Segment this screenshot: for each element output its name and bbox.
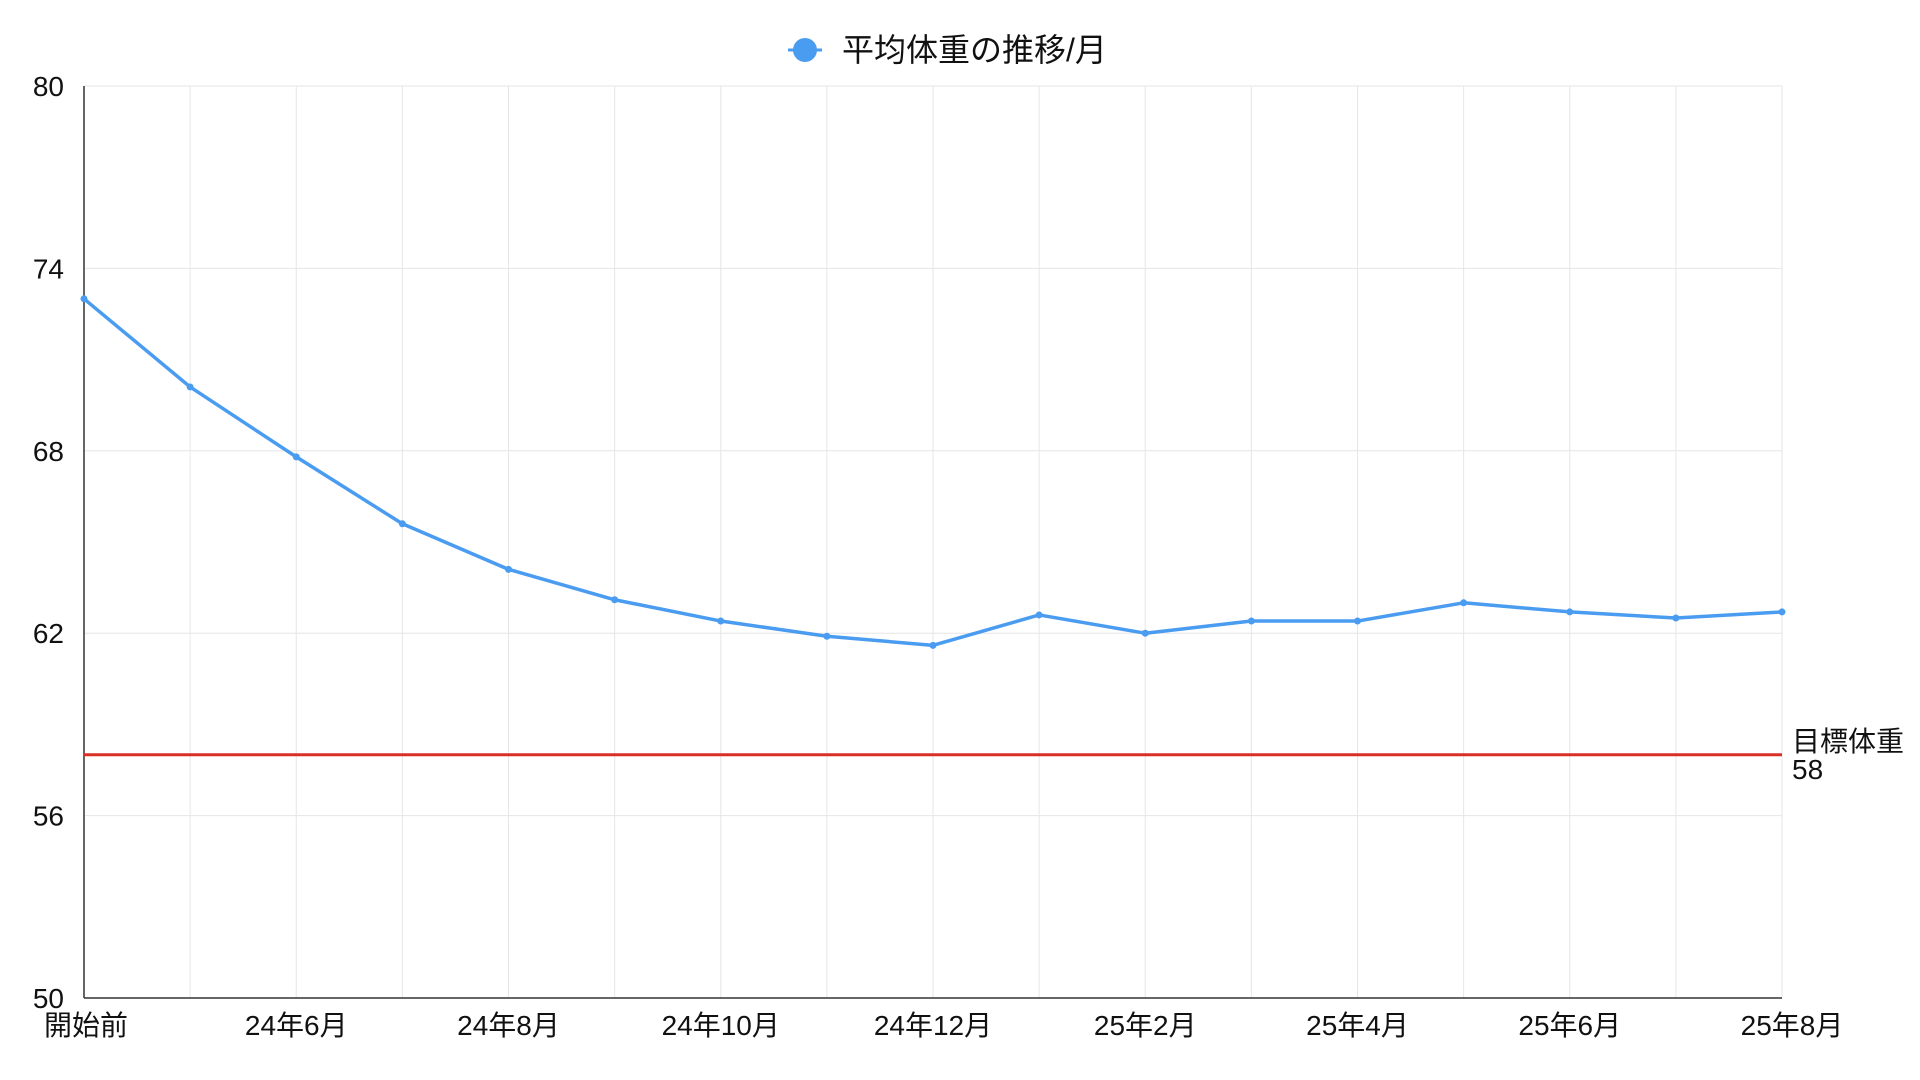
y-tick-label: 56 bbox=[33, 801, 64, 832]
x-axis-ticks: 開始前 24年6月 24年8月 24年10月 24年12月 25年2月 25年4月 25年6月… bbox=[44, 1010, 1843, 1041]
data-point bbox=[292, 453, 300, 461]
y-tick-label: 80 bbox=[33, 71, 64, 102]
x-tick-label: 24年8月 bbox=[457, 1010, 560, 1041]
data-point bbox=[1035, 611, 1043, 619]
x-tick-label: 24年12月 bbox=[874, 1010, 992, 1041]
x-tick-label: 24年6月 bbox=[245, 1010, 348, 1041]
data-point bbox=[1672, 614, 1680, 622]
data-point bbox=[611, 596, 619, 604]
x-tick-label: 24年10月 bbox=[662, 1010, 780, 1041]
data-point bbox=[186, 383, 194, 391]
axes bbox=[83, 86, 1782, 999]
legend-series-marker bbox=[793, 38, 817, 62]
data-point bbox=[929, 641, 937, 649]
y-tick-label: 62 bbox=[33, 618, 64, 649]
data-point bbox=[823, 632, 831, 640]
x-tick-label: 25年6月 bbox=[1518, 1010, 1621, 1041]
data-point bbox=[1354, 617, 1361, 625]
data-point bbox=[1247, 617, 1255, 625]
target-weight-label: 目標体重 bbox=[1792, 726, 1904, 757]
data-point bbox=[398, 520, 406, 528]
legend[interactable]: 平均体重の推移/月 bbox=[788, 32, 1107, 68]
series-group bbox=[80, 295, 1786, 649]
data-point bbox=[505, 565, 512, 573]
y-tick-label: 50 bbox=[33, 983, 64, 1014]
x-tick-label: 25年2月 bbox=[1094, 1010, 1197, 1041]
y-tick-label: 68 bbox=[33, 436, 64, 467]
grid-lines bbox=[83, 85, 1783, 999]
data-point bbox=[717, 617, 725, 625]
x-tick-label: 25年8月 bbox=[1741, 1010, 1844, 1041]
x-tick-label: 開始前 bbox=[44, 1010, 128, 1041]
legend-series-label: 平均体重の推移/月 bbox=[842, 32, 1107, 68]
x-tick-label: 25年4月 bbox=[1306, 1010, 1409, 1041]
data-point bbox=[1460, 599, 1468, 607]
y-tick-label: 74 bbox=[33, 253, 64, 284]
target-weight-value: 58 bbox=[1792, 754, 1823, 785]
data-point bbox=[80, 295, 88, 303]
y-axis-ticks: 50 56 62 68 74 80 bbox=[33, 71, 64, 1014]
data-point bbox=[1141, 629, 1149, 637]
data-point bbox=[1566, 608, 1574, 616]
data-point bbox=[1778, 608, 1786, 616]
